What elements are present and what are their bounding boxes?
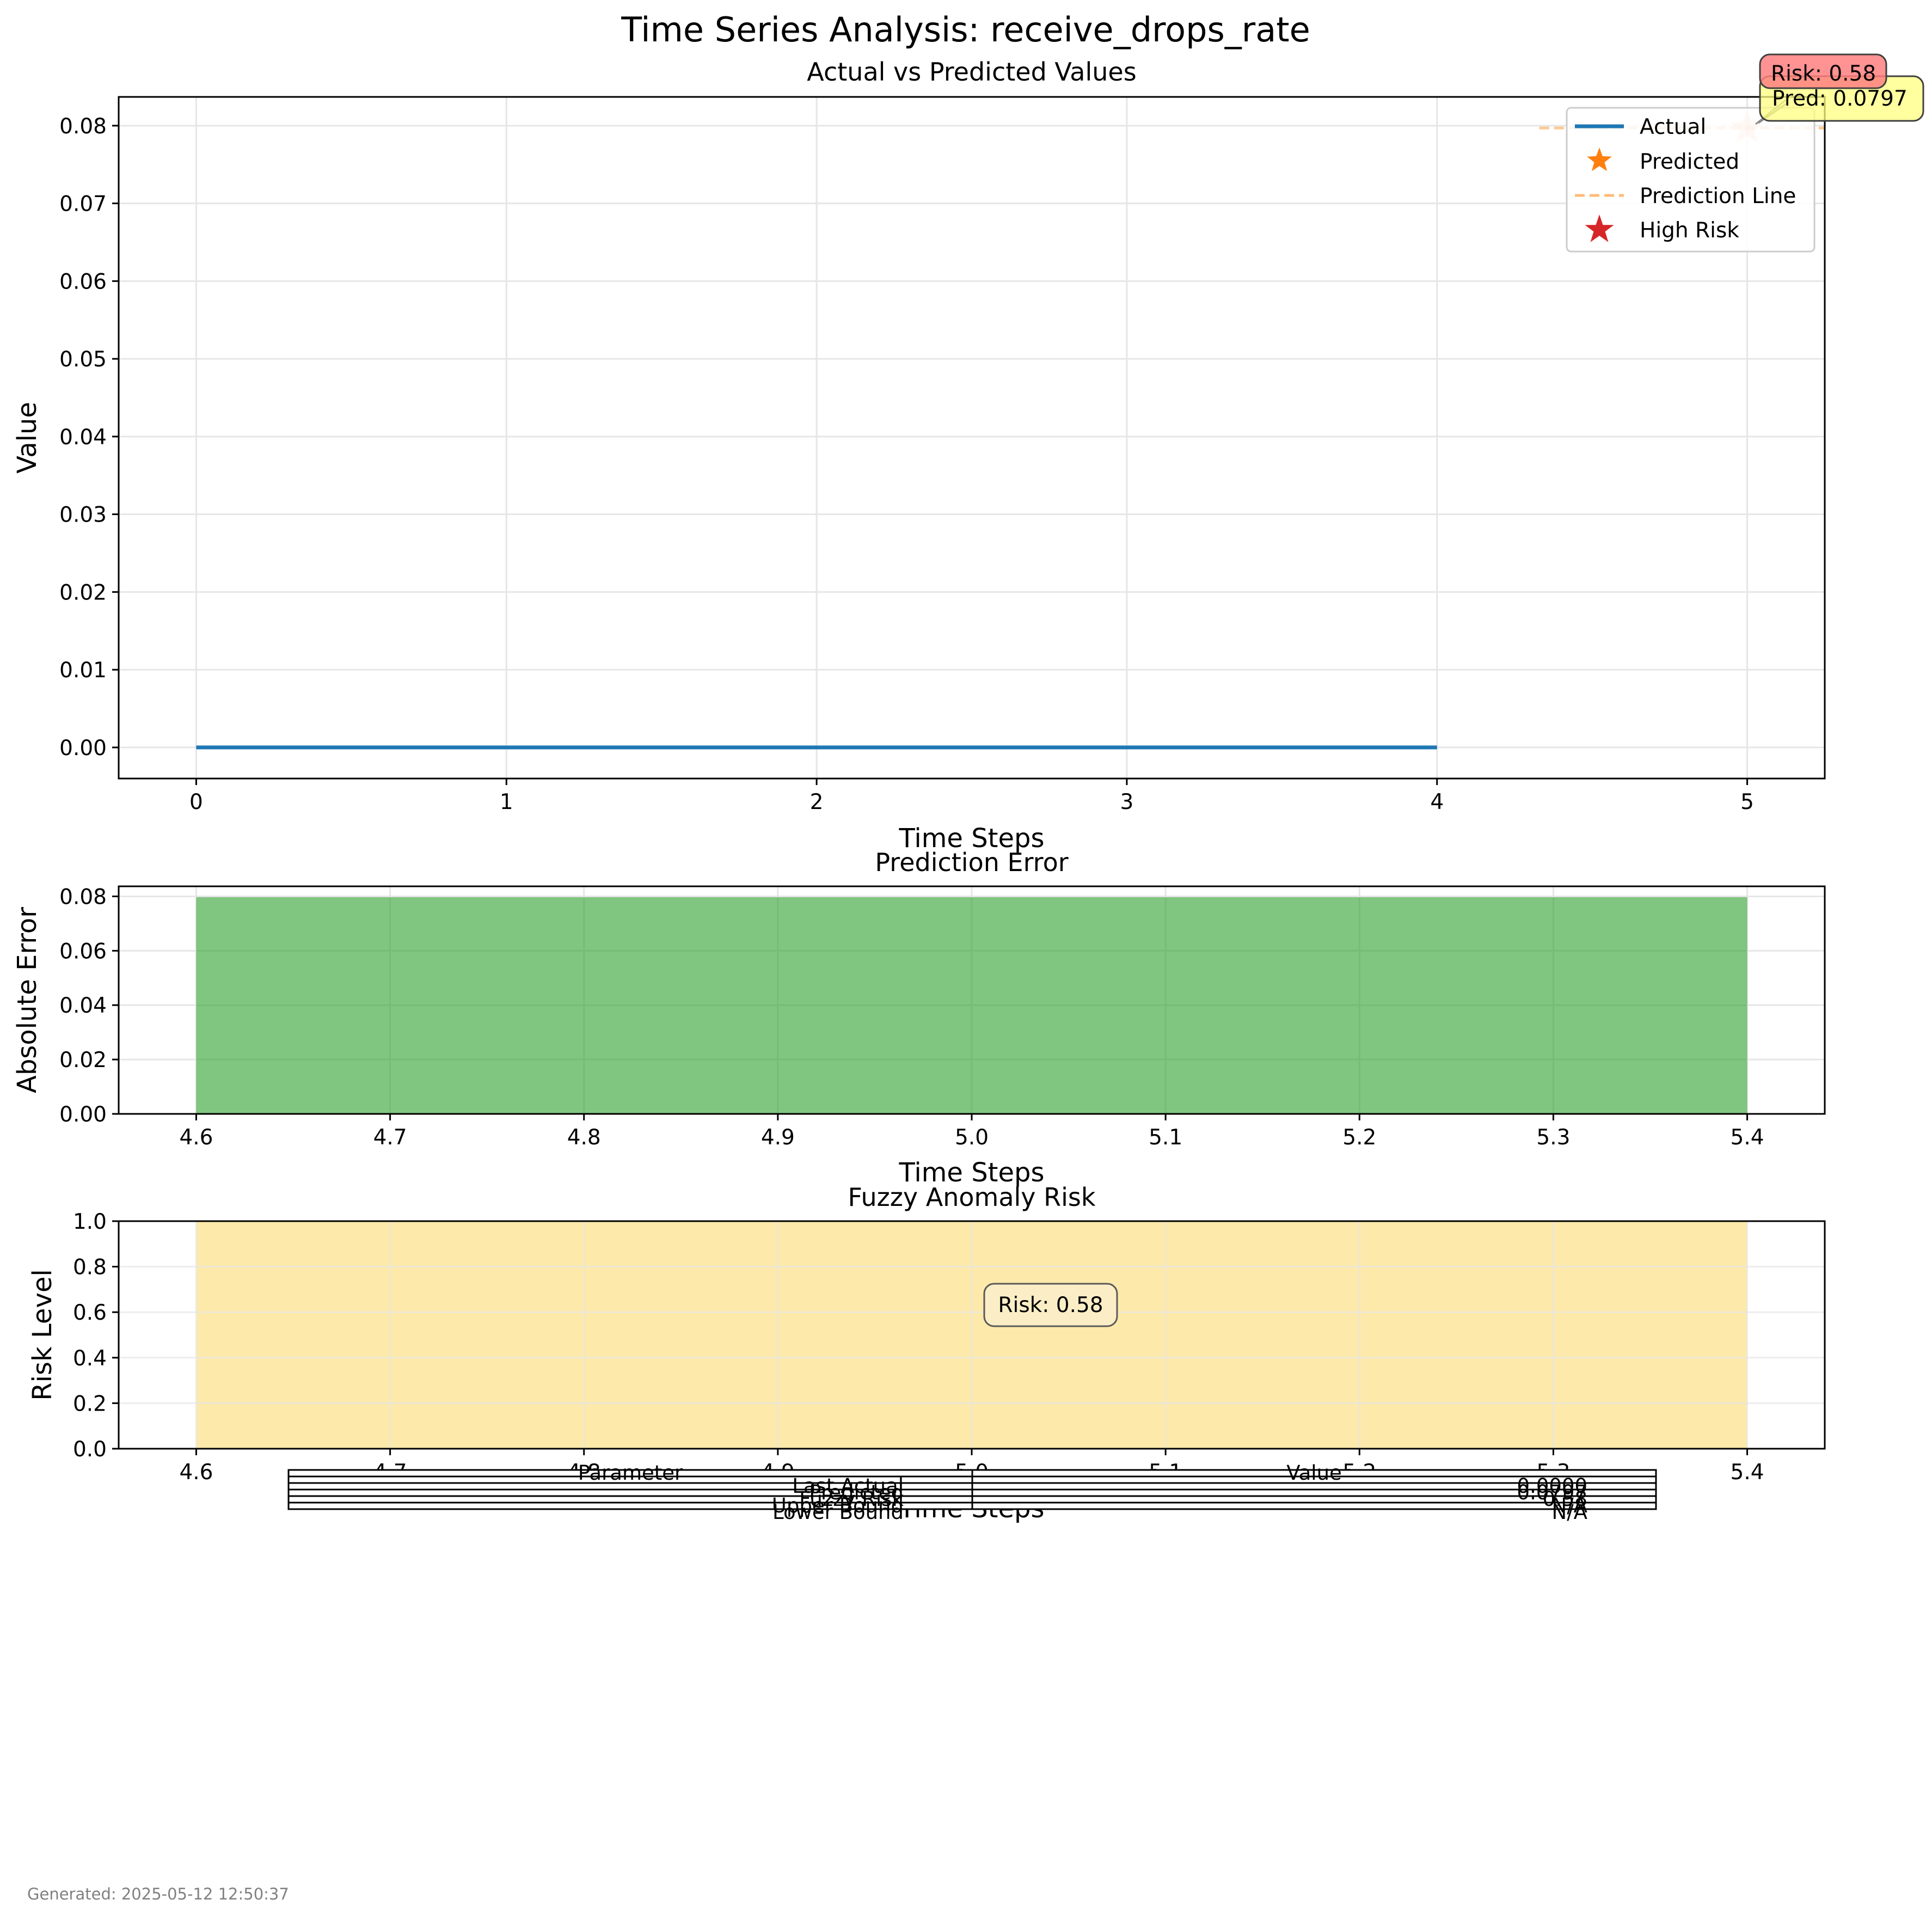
x-tick-label: 4.7 [373, 1125, 407, 1150]
panel1-grid [119, 97, 1825, 779]
panel1-legend: Actual Predicted Prediction Line High Ri… [1566, 107, 1816, 253]
y-tick-label: 1.0 [73, 1210, 107, 1234]
table-row-parameter: Last Actual [792, 1474, 904, 1498]
panel1-title: Actual vs Predicted Values [807, 57, 1136, 87]
legend-frame [1566, 107, 1816, 253]
y-tick-label: 0.05 [59, 347, 107, 372]
y-tick-label: 0.08 [59, 885, 107, 909]
legend-high-risk-swatch [1585, 215, 1614, 242]
y-tick-label: 0.0 [73, 1437, 107, 1462]
error-bar [196, 897, 1747, 1114]
y-tick-label: 0.06 [59, 269, 107, 294]
panel3-grid [119, 1220, 1825, 1450]
y-tick-label: 0.00 [59, 1102, 107, 1127]
figure-title: Time Series Analysis: receive_drops_rate [621, 10, 1310, 50]
y-tick-label: 0.00 [59, 736, 107, 761]
panel2-xlabel: Time Steps [898, 1157, 1044, 1188]
panel1-ylabel: Value [12, 402, 42, 474]
x-tick-label: 4.8 [567, 1125, 601, 1150]
y-tick-label: 0.6 [73, 1301, 107, 1325]
legend-prediction-line-label: Prediction Line [1640, 184, 1796, 209]
y-tick-label: 0.08 [59, 114, 107, 139]
pred-annotation-text: Pred: 0.0797 [1772, 87, 1908, 111]
x-tick-label: 5.0 [955, 1125, 989, 1150]
table-row-parameter: Lower Bound [772, 1500, 904, 1524]
panel1-xlabel: Time Steps [898, 823, 1044, 854]
table-row-parameter: Predicted [809, 1481, 904, 1504]
panel3-title: Fuzzy Anomaly Risk [848, 1182, 1096, 1212]
x-tick-label: 4.6 [179, 1125, 213, 1150]
table-cell [971, 1502, 1657, 1510]
x-tick-label: 5 [1740, 790, 1754, 814]
fuzzy-risk-panel: Fuzzy Anomaly Risk 0.0 0.2 0.4 0.6 0.8 1.0 4.6… [27, 1182, 1826, 1524]
x-tick-label: 1 [500, 790, 513, 814]
x-tick-label: 4 [1430, 790, 1444, 814]
x-tick-label: 4.9 [761, 1125, 795, 1150]
x-tick-label: 4.6 [179, 1460, 213, 1485]
panel2-ylabel: Absolute Error [12, 907, 42, 1093]
x-tick-label: 0 [189, 790, 203, 814]
x-tick-label: 3 [1120, 790, 1133, 814]
panel1-annotations: Pred: 0.0797 Risk: 0.58 [1755, 53, 1924, 125]
y-tick-label: 0.07 [59, 192, 107, 217]
y-tick-label: 0.03 [59, 503, 107, 528]
legend-actual-label: Actual [1640, 115, 1706, 139]
y-tick-label: 0.01 [59, 658, 107, 683]
y-tick-label: 0.2 [73, 1392, 107, 1416]
table-row-value: 0.0000 [1517, 1474, 1587, 1498]
risk-annotation-box [1759, 53, 1887, 89]
panel2-ticks: 0.00 0.02 0.04 0.06 0.08 4.6 4.7 4.8 4.9 5.0 5.1 5.… [59, 885, 1764, 1150]
actual-vs-predicted-panel: Actual vs Predicted Values 0.000.010.020… [12, 53, 1924, 854]
y-tick-label: 0.8 [73, 1255, 107, 1280]
table-row-value: 0.0797 [1517, 1481, 1587, 1504]
y-tick-label: 0.02 [59, 580, 107, 605]
legend-high-risk-label: High Risk [1640, 218, 1739, 243]
y-tick-label: 0.04 [59, 994, 107, 1018]
y-tick-label: 0.06 [59, 939, 107, 964]
table-row-value: N/A [1552, 1494, 1587, 1517]
risk-annotation-text: Risk: 0.58 [1771, 62, 1876, 86]
x-tick-label: 5.1 [1149, 1125, 1182, 1150]
legend-predicted-swatch [1587, 148, 1612, 171]
x-tick-label: 5.4 [1731, 1460, 1764, 1485]
table-row-parameter: Fuzzy Risk [799, 1487, 904, 1511]
y-tick-label: 0.02 [59, 1048, 107, 1073]
risk-level-box [983, 1283, 1118, 1327]
legend-predicted-label: Predicted [1640, 150, 1739, 174]
summary-table: Parameter Value Last Actual 0.0000 Predicted… [287, 1461, 1657, 1524]
x-tick-label: 5.2 [1342, 1125, 1376, 1150]
x-tick-label: 2 [810, 790, 824, 814]
table-header-value: Value [1286, 1461, 1342, 1485]
x-tick-label: 5.3 [1536, 1125, 1570, 1150]
table-row-value: 0.58 [1543, 1487, 1587, 1511]
table-row-value: N/A [1552, 1500, 1587, 1524]
panel2-title: Prediction Error [875, 848, 1068, 877]
generated-timestamp: Generated: 2025-05-12 12:50:37 [27, 1885, 289, 1903]
prediction-error-panel: Prediction Error 0.00 0.02 0.04 0.06 0.08 4.6… [12, 848, 1826, 1188]
risk-level-text: Risk: 0.58 [998, 1293, 1103, 1318]
table-row-parameter: Upper Bound [772, 1494, 904, 1517]
panel1-ticks: 0.00 0.01 0.02 0.03 0.04 0.05 0.06 0.07 0.08 0 1 2 3… [59, 114, 1754, 814]
panel1-frame [118, 96, 1826, 780]
x-tick-label: 5.4 [1731, 1125, 1764, 1150]
table-header-parameter: Parameter [578, 1461, 683, 1485]
panel2-marks [196, 897, 1747, 1114]
y-tick-label: 0.4 [73, 1346, 107, 1371]
y-tick-label: 0.04 [59, 425, 107, 450]
panel3-ylabel: Risk Level [27, 1269, 58, 1400]
